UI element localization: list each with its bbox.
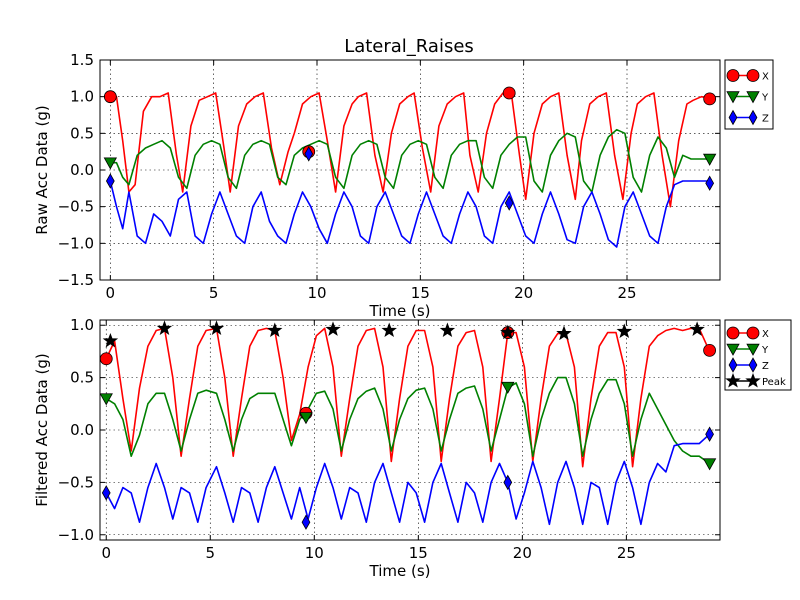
filtered-legend-marker-y: [726, 343, 740, 356]
raw-series-y: [110, 128, 710, 193]
filtered-marker-peak: [325, 321, 341, 336]
raw-legend-marker-z: [728, 109, 738, 126]
filtered-marker-peak: [208, 320, 225, 335]
filtered-ytick-label: 1.0: [70, 316, 94, 334]
filtered-series-y: [105, 376, 711, 465]
legend-filtered: XYZ Peak: [724, 319, 792, 391]
filtered-marker-y: [99, 393, 113, 406]
raw-legend-marker-y: [726, 91, 740, 104]
raw-ytick-label: −1.5: [58, 271, 94, 289]
raw-marker-y: [702, 153, 717, 166]
raw-legend-label-x: X: [762, 72, 769, 83]
raw-marker-z: [705, 175, 715, 191]
raw-legend-label-y: Y: [761, 93, 769, 104]
filtered-marker-peak: [381, 322, 397, 338]
raw-legend-marker-y: [746, 91, 760, 104]
raw-marker-x: [502, 86, 516, 100]
raw-marker-y: [103, 157, 118, 170]
filtered-xtick-label: 0: [101, 544, 111, 562]
filtered-legend-marker-x: [726, 326, 740, 340]
raw-legend-marker-z: [748, 109, 758, 126]
raw-ytick-label: 1.5: [70, 51, 94, 69]
raw-ytick-label: 0.5: [70, 124, 94, 142]
raw-legend-label-z: Z: [762, 114, 769, 125]
raw-xtick-label: 10: [307, 284, 326, 302]
filtered-xtick-label: 5: [205, 544, 215, 562]
raw-ytick-label: 0.0: [70, 161, 94, 179]
raw-series-z: [109, 180, 710, 248]
filtered-marker-peak: [689, 321, 705, 336]
raw-x-axis-label: Time (s): [369, 302, 431, 320]
chart-title: Lateral_Raises: [344, 36, 474, 57]
raw-xtick-label: 0: [106, 284, 116, 302]
raw-acc-panel: 0 5 10 15 20 25 1.5 1.0 0.5 0.0 −0.5 −1.0 −1.5 Time (…: [33, 51, 721, 320]
filtered-legend-marker-peak: [745, 372, 761, 388]
raw-xtick-label: 20: [514, 284, 533, 302]
raw-ytick-label: 1.0: [70, 88, 94, 106]
filtered-marker-peak: [556, 325, 572, 341]
filtered-acc-panel: 0 5 10 15 20 25 1.0 0.5 0.0 −0.5 −1.0 Time (s) Filte…: [33, 316, 721, 580]
filtered-xtick-label: 20: [513, 544, 532, 562]
filtered-legend-marker-y: [746, 343, 760, 356]
filtered-marker-peak: [500, 324, 516, 340]
filtered-series-x: [105, 327, 711, 468]
filtered-xtick-label: 10: [305, 544, 324, 562]
filtered-legend-marker-z: [728, 357, 738, 373]
filtered-legend-marker-x: [746, 326, 760, 340]
filtered-marker-peak: [616, 323, 633, 339]
filtered-marker-x: [703, 343, 716, 357]
filtered-legend-label-x: X: [762, 329, 769, 340]
filtered-marker-z: [503, 474, 513, 491]
filtered-legend-marker-peak: [725, 372, 741, 388]
raw-ytick-label: −0.5: [58, 198, 94, 216]
raw-legend-marker-x: [726, 69, 740, 82]
filtered-ytick-label: −1.0: [58, 526, 94, 544]
filtered-y-axis-label: Filtered Acc Data (g): [33, 353, 51, 506]
raw-xtick-label: 25: [617, 284, 636, 302]
filtered-series-z: [105, 433, 711, 526]
raw-marker-z: [504, 195, 514, 211]
filtered-ytick-label: 0.0: [70, 421, 94, 439]
raw-marker-z: [304, 146, 314, 162]
filtered-marker-peak: [102, 332, 119, 348]
raw-ytick-label: −1.0: [58, 234, 94, 252]
raw-xtick-label: 15: [411, 284, 430, 302]
filtered-legend-label-z: Z: [762, 361, 769, 372]
filtered-marker-y: [702, 458, 717, 471]
filtered-legend-marker-z: [748, 357, 758, 373]
filtered-marker-y: [299, 412, 313, 425]
filtered-marker-z: [301, 514, 311, 530]
filtered-marker-peak: [156, 320, 173, 335]
raw-legend-marker-x: [746, 69, 760, 82]
filtered-ytick-label: −0.5: [58, 473, 94, 491]
filtered-xtick-label: 15: [409, 544, 428, 562]
filtered-marker-z: [705, 426, 714, 442]
raw-xtick-label: 5: [209, 284, 219, 302]
filtered-x-axis-label: Time (s): [369, 562, 431, 580]
raw-marker-x: [703, 92, 717, 106]
raw-marker-x: [103, 90, 117, 104]
filtered-marker-peak: [267, 322, 283, 338]
raw-series-x: [110, 92, 710, 208]
filtered-legend-label-peak: Peak: [762, 377, 786, 388]
legend-raw: XYZ: [724, 59, 774, 130]
raw-y-axis-label: Raw Acc Data (g): [33, 105, 51, 234]
filtered-legend-label-y: Y: [761, 345, 769, 356]
filtered-ytick-label: 0.5: [70, 369, 94, 387]
raw-marker-z: [105, 173, 115, 189]
filtered-marker-y: [501, 381, 515, 394]
filtered-marker-z: [101, 485, 111, 501]
filtered-marker-x: [99, 352, 113, 366]
filtered-xtick-label: 25: [617, 544, 636, 562]
filtered-marker-peak: [439, 322, 456, 338]
